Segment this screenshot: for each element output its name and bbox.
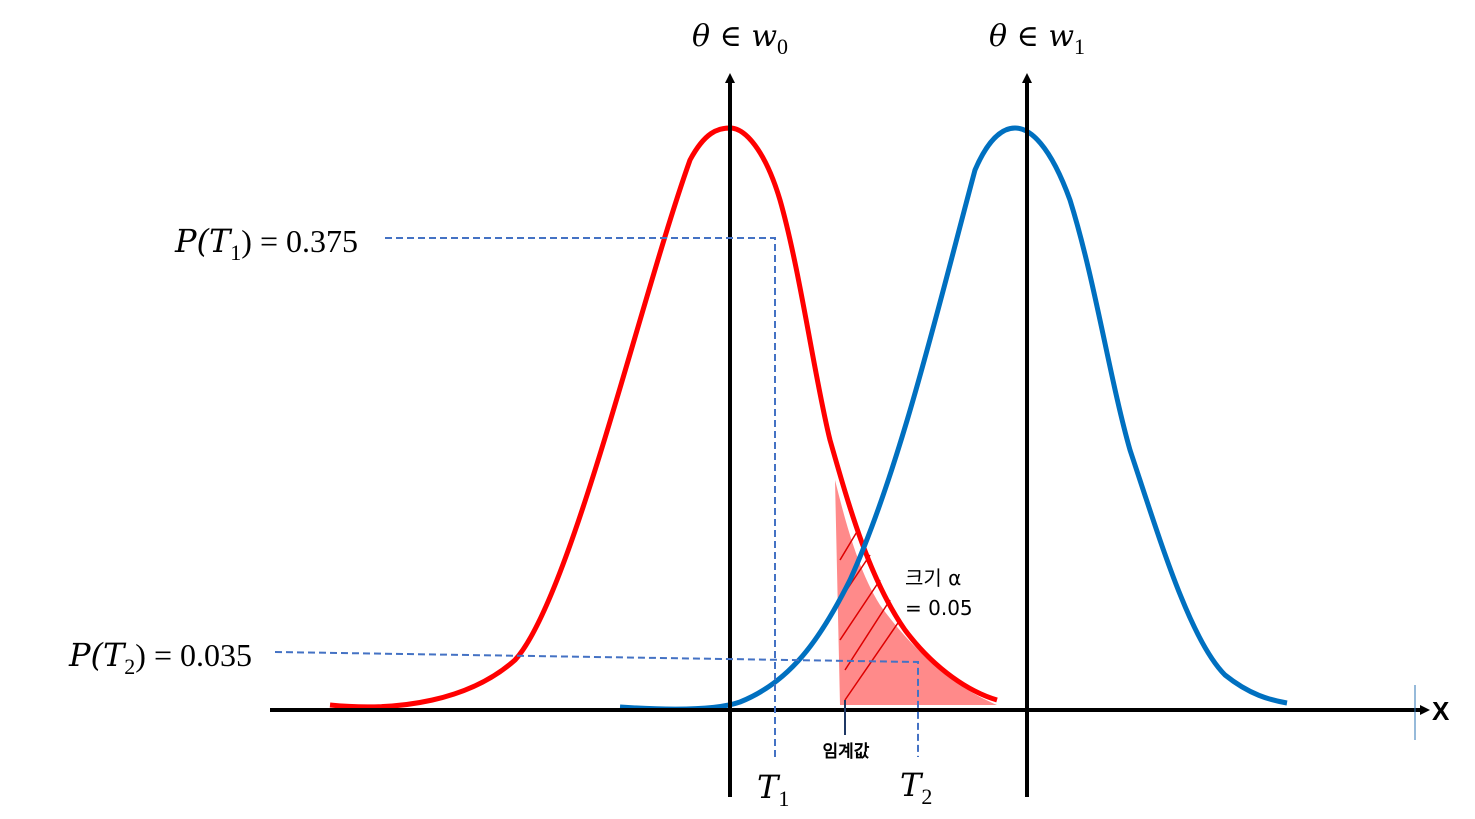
size-label: 크기 α [905, 566, 961, 590]
alternative-distribution-curve [619, 125, 1288, 712]
h1-label: θ ∈ w1 [989, 19, 1085, 59]
null-distribution-curve [329, 125, 998, 710]
size-value: = 0.05 [905, 596, 973, 620]
p-t2-label: P(T2) = 0.035 [68, 636, 252, 679]
guide-lines [274, 237, 919, 757]
t2-label: T2 [900, 766, 932, 809]
t1-label: T1 [757, 768, 789, 811]
x-axis-label: X [1432, 696, 1450, 726]
p-t1-label: P(T1) = 0.375 [174, 222, 358, 265]
h0-label: θ ∈ w0 [692, 19, 788, 59]
rejection-area [835, 480, 997, 705]
critical-label: 임계값 [823, 741, 870, 762]
